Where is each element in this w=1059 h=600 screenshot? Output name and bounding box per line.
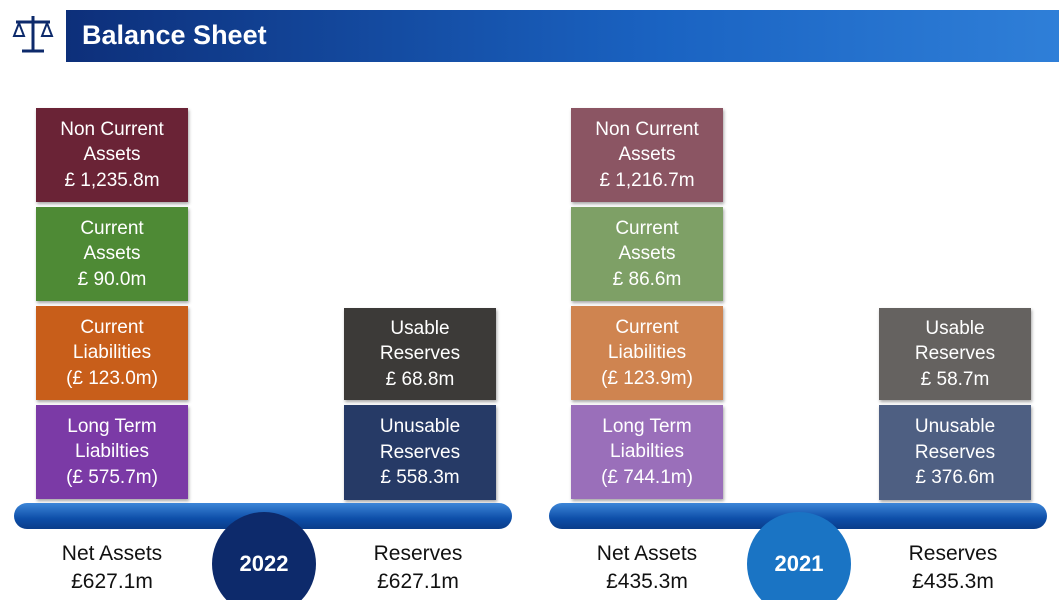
header-title: Balance Sheet xyxy=(82,20,267,50)
balance-block: Long Term Liabilties (£ 575.7m) xyxy=(36,405,188,499)
balance-block: Current Liabilities (£ 123.0m) xyxy=(36,306,188,400)
block-value: (£ 123.9m) xyxy=(601,367,693,389)
header-bar xyxy=(66,10,1059,62)
total: Reserves £435.3m xyxy=(853,540,1053,596)
total: Reserves £627.1m xyxy=(318,540,518,596)
block-label: Long Term xyxy=(602,415,692,437)
total-value: £627.1m xyxy=(71,570,153,593)
block-label: Reserves xyxy=(379,441,461,463)
block-value: £ 376.6m xyxy=(915,467,995,489)
block-label: Assets xyxy=(83,144,141,166)
block-label: Liabilties xyxy=(75,441,149,463)
block-label: Current xyxy=(80,217,144,239)
total: Net Assets £435.3m xyxy=(547,540,747,596)
total-value: £435.3m xyxy=(912,570,994,593)
total-label: Reserves xyxy=(908,542,998,565)
balance-block: Usable Reserves £ 58.7m xyxy=(879,308,1031,400)
block-label: Liabilities xyxy=(72,342,152,364)
block-label: Assets xyxy=(618,243,676,265)
block-value: £ 58.7m xyxy=(920,368,990,390)
block-label: Non Current xyxy=(595,118,699,140)
scales-icon xyxy=(12,16,54,53)
balance-block: Usable Reserves £ 68.8m xyxy=(344,308,496,400)
block-label: Current xyxy=(615,217,679,239)
block-label: Reserves xyxy=(379,343,461,365)
block-value: (£ 744.1m) xyxy=(601,466,693,488)
block-label: Non Current xyxy=(60,118,164,140)
block-label: Liabilties xyxy=(610,441,684,463)
block-value: (£ 123.0m) xyxy=(66,367,158,389)
block-label: Liabilities xyxy=(607,342,687,364)
block-label: Current xyxy=(615,316,679,338)
total-label: Net Assets xyxy=(596,542,698,565)
year-badge: 2022 xyxy=(212,512,316,600)
balance-block: Unusable Reserves £ 558.3m xyxy=(344,405,496,500)
block-label: Current xyxy=(80,316,144,338)
balance-block: Current Liabilities (£ 123.9m) xyxy=(571,306,723,400)
block-label: Usable xyxy=(390,317,450,339)
block-value: (£ 575.7m) xyxy=(66,466,158,488)
total-value: £627.1m xyxy=(377,570,459,593)
total: Net Assets £627.1m xyxy=(12,540,212,596)
block-label: Assets xyxy=(618,144,676,166)
block-label: Assets xyxy=(83,243,141,265)
year-badge: 2021 xyxy=(747,512,851,600)
balance-block: Current Assets £ 90.0m xyxy=(36,207,188,301)
balance-block: Long Term Liabilties (£ 744.1m) xyxy=(571,405,723,499)
balance-block: Non Current Assets £ 1,216.7m xyxy=(571,108,723,202)
block-label: Long Term xyxy=(67,415,157,437)
balance-block: Current Assets £ 86.6m xyxy=(571,207,723,301)
block-label: Usable xyxy=(925,317,985,339)
block-label: Reserves xyxy=(914,441,996,463)
block-label: Unusable xyxy=(379,416,461,438)
block-value: £ 1,235.8m xyxy=(64,169,160,191)
block-label: Reserves xyxy=(914,343,996,365)
total-value: £435.3m xyxy=(606,570,688,593)
block-value: £ 90.0m xyxy=(77,268,147,290)
block-value: £ 86.6m xyxy=(612,268,682,290)
total-label: Net Assets xyxy=(61,542,163,565)
total-label: Reserves xyxy=(373,542,463,565)
balance-block: Non Current Assets £ 1,235.8m xyxy=(36,108,188,202)
block-label: Unusable xyxy=(914,416,996,438)
block-value: £ 558.3m xyxy=(380,467,460,489)
block-value: £ 68.8m xyxy=(385,368,455,390)
balance-block: Unusable Reserves £ 376.6m xyxy=(879,405,1031,500)
block-value: £ 1,216.7m xyxy=(599,169,695,191)
